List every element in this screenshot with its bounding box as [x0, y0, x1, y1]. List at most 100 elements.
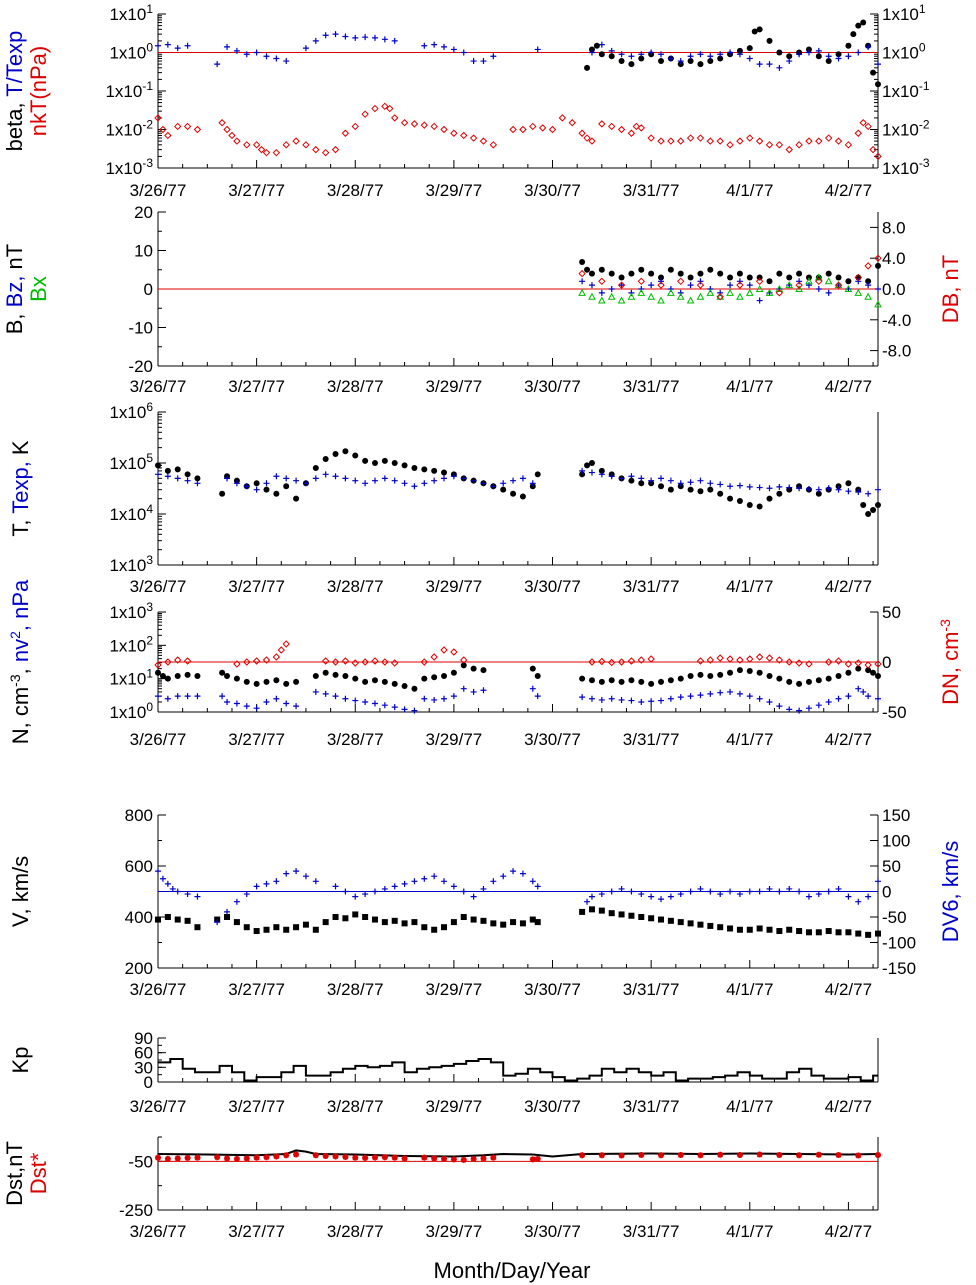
field-b-point: [845, 278, 852, 285]
kp-x-tick-label: 3/30/77: [524, 1097, 581, 1116]
beta-t_texp-point: [184, 42, 191, 49]
field-y-tick-label: 20: [134, 203, 153, 222]
field-bz-point: [796, 278, 803, 285]
dst-dst_star-point: [534, 1155, 541, 1162]
velocity-dv6-point: [421, 875, 428, 882]
temperature-t-point: [164, 467, 171, 474]
temperature-x-tick-label: 3/26/77: [130, 577, 187, 596]
field-b-point: [717, 270, 724, 277]
density-n-point: [253, 680, 260, 687]
velocity-dv6-point: [164, 880, 171, 887]
beta-x-tick-label: 4/2/77: [825, 181, 872, 200]
beta-nkt-point: [785, 145, 793, 154]
velocity-v-point: [766, 926, 773, 933]
density-nv2-point: [470, 688, 477, 695]
density-nv2-point: [845, 693, 852, 700]
density-dn-point: [795, 659, 803, 667]
beta-nkt-point: [272, 148, 281, 157]
kp-x-tick-label: 4/2/77: [825, 1097, 872, 1116]
field-db-point: [736, 281, 744, 289]
density-nv2-point: [312, 688, 319, 695]
temperature-t-point: [194, 475, 201, 482]
velocity-dv6-point: [628, 888, 635, 895]
velocity-v-point: [588, 906, 595, 913]
dst-dst_star-point: [470, 1155, 477, 1162]
density-dn-point: [726, 655, 734, 663]
velocity-dv6-point: [174, 888, 181, 895]
beta-t_texp-point: [263, 53, 270, 60]
density-n-point: [164, 675, 171, 682]
field-x-tick-label: 3/29/77: [426, 377, 483, 396]
dst-dst_star-point: [322, 1152, 329, 1159]
density-n-point: [460, 662, 467, 669]
beta-nkt-point: [321, 148, 330, 157]
velocity-dv6-point: [194, 893, 201, 900]
beta-t_texp-point: [618, 51, 625, 58]
temperature-t-point: [312, 464, 319, 471]
beta-nkt-point: [460, 131, 468, 140]
velocity-v-point: [796, 928, 803, 935]
density-dn-point: [174, 656, 182, 664]
beta-t_texp-point: [233, 47, 240, 54]
beta-x-tick-label: 3/28/77: [327, 181, 384, 200]
velocity-dv6-point: [431, 873, 438, 880]
density-n-point: [421, 675, 428, 682]
velocity-dv6-point: [441, 878, 448, 885]
beta-t_texp-point: [352, 34, 359, 41]
velocity-v-point: [224, 914, 231, 920]
temperature-t-point: [845, 480, 852, 487]
field-y-tick-label: 10: [134, 242, 153, 261]
field-x-tick-label: 3/31/77: [623, 377, 680, 396]
temperature-texp-point: [875, 486, 881, 493]
velocity-dv6-point: [391, 883, 398, 890]
temperature-t-point: [519, 493, 526, 500]
temperature-t-point: [431, 467, 438, 474]
dst-y-tick-label: -250: [119, 1201, 153, 1220]
field-bx-point: [617, 296, 626, 304]
temperature-texp-point: [411, 483, 418, 490]
field-b-point: [608, 270, 615, 277]
temperature-t-point: [352, 452, 359, 459]
density-n-point: [312, 673, 319, 680]
velocity-dv6-point: [401, 880, 408, 887]
temperature-texp-point: [608, 473, 615, 480]
field-b-point: [598, 266, 605, 273]
dst-dst_star-point: [460, 1156, 467, 1163]
beta-t_texp-point: [766, 61, 773, 68]
temperature-t-point: [342, 448, 349, 455]
density-nv2-point: [855, 685, 862, 692]
density-nv2-point: [174, 693, 181, 700]
field-bx-point: [824, 277, 833, 285]
beta-t_texp-point: [362, 34, 369, 41]
density-nv2-point: [796, 707, 803, 714]
field-bz-point: [608, 286, 615, 292]
beta-y-tick-label: 1x100: [109, 41, 153, 63]
field-bz-point: [855, 278, 862, 285]
density-nv2-point: [534, 693, 541, 700]
field-db-point: [864, 262, 872, 270]
field-bz-point: [579, 278, 586, 285]
temperature-texp-point: [628, 473, 635, 480]
beta-nkt-point: [386, 104, 394, 113]
beta-nkt-point: [854, 129, 862, 137]
beta-t_texp-point: [381, 36, 388, 43]
density-dn-point: [420, 658, 429, 666]
field-y-tick-label: 0: [144, 280, 153, 299]
field-db-point: [834, 281, 843, 289]
density-n-point: [727, 669, 734, 676]
beta-nkt-point: [529, 122, 537, 131]
density-nv2-point: [628, 697, 635, 704]
density-x-tick-label: 3/31/77: [623, 730, 680, 749]
beta-beta-point: [687, 58, 694, 65]
density-nv2-point: [441, 695, 448, 702]
temperature-texp-point: [273, 473, 280, 480]
beta-t_texp-point: [302, 45, 309, 52]
density-nv2-point: [391, 704, 398, 711]
velocity-v-point: [332, 914, 339, 920]
density-nv2-point: [411, 707, 418, 714]
velocity-dv6-point: [155, 868, 161, 875]
density-dn-point: [233, 660, 241, 668]
temperature-t-point: [174, 466, 181, 473]
beta-nkt-point: [607, 122, 616, 131]
field-b-point: [756, 274, 763, 281]
